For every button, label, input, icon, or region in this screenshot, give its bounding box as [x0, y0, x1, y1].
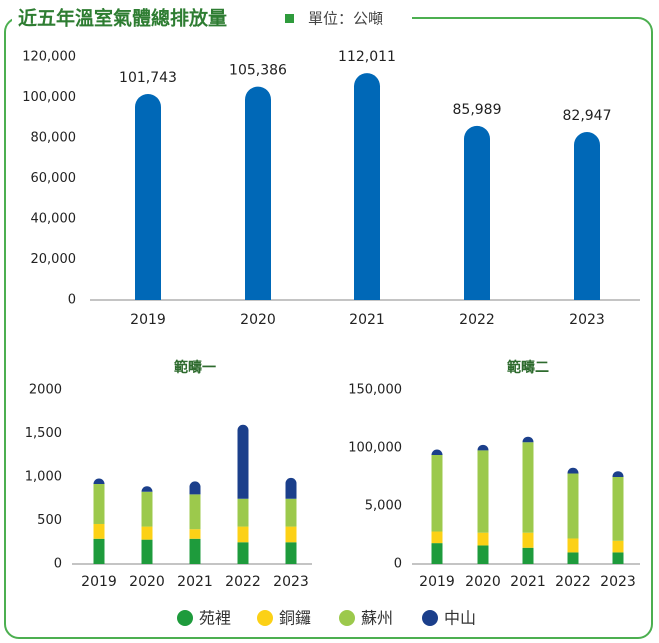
y-tick-label: 80,000: [31, 131, 77, 146]
x-tick-label: 2022: [459, 312, 495, 328]
title-backdrop: [12, 6, 412, 32]
x-tick-label: 2019: [419, 574, 455, 590]
y-tick-label: 1,000: [25, 470, 62, 485]
y-tick-label: 40,000: [31, 212, 77, 227]
legend-marker: [339, 610, 355, 626]
bar-segment: [93, 538, 105, 564]
y-tick-label: 0: [68, 293, 76, 308]
legend-marker: [257, 610, 273, 626]
page-title: 近五年溫室氣體總排放量: [18, 7, 227, 30]
bar-segment: [285, 477, 297, 499]
bar-segment: [237, 526, 249, 543]
bar-segment: [93, 478, 105, 484]
bar-segment: [431, 449, 443, 455]
bar-segment: [612, 552, 624, 564]
bar-segment: [285, 542, 297, 564]
x-tick-label: 2022: [225, 574, 261, 590]
bar-segment: [522, 532, 534, 548]
value-label: 112,011: [338, 49, 396, 65]
bar-segment: [93, 483, 105, 524]
bar-segment: [93, 523, 105, 539]
title-square: [285, 14, 294, 23]
x-tick-label: 2021: [177, 574, 213, 590]
x-tick-label: 2022: [555, 574, 591, 590]
y-tick-label: 2000: [29, 383, 62, 398]
bar-segment: [567, 467, 579, 474]
x-tick-label: 2020: [129, 574, 165, 590]
bar-segment: [141, 526, 153, 540]
legend-marker: [177, 610, 193, 626]
bar-segment: [189, 481, 201, 495]
bar-segment: [141, 491, 153, 527]
value-label: 101,743: [119, 70, 177, 86]
bar: [464, 125, 490, 300]
bar-segment: [237, 542, 249, 564]
bar-segment: [567, 473, 579, 539]
bar-segment: [237, 498, 249, 527]
x-tick-label: 2019: [130, 312, 166, 328]
legend-marker: [422, 610, 438, 626]
x-tick-label: 2021: [510, 574, 546, 590]
bar: [245, 86, 271, 300]
y-tick-label: 100,000: [348, 441, 402, 456]
bar-segment: [285, 526, 297, 543]
bar-segment: [477, 450, 489, 533]
bar-segment: [237, 424, 249, 499]
unit-label: 單位：公噸: [308, 10, 383, 28]
bar: [135, 93, 161, 300]
bar-segment: [477, 532, 489, 546]
bar-segment: [189, 529, 201, 539]
legend-label: 苑裡: [199, 609, 231, 628]
x-tick-label: 2023: [600, 574, 636, 590]
bar-segment: [189, 494, 201, 530]
bar-segment: [612, 471, 624, 477]
bar-segment: [522, 547, 534, 564]
x-tick-label: 2023: [273, 574, 309, 590]
subchart-title: 範疇二: [507, 359, 549, 376]
value-label: 82,947: [563, 108, 612, 124]
bar-segment: [431, 531, 443, 544]
x-tick-label: 2023: [569, 312, 605, 328]
y-tick-label: 0: [54, 557, 62, 572]
value-label: 85,989: [453, 102, 502, 118]
y-tick-label: 100,000: [22, 90, 76, 105]
bar-segment: [567, 538, 579, 553]
x-tick-label: 2020: [240, 312, 276, 328]
y-tick-label: 60,000: [31, 171, 77, 186]
subchart-title: 範疇一: [174, 359, 216, 376]
y-tick-label: 1,500: [25, 426, 62, 441]
y-tick-label: 20,000: [31, 252, 77, 267]
bar-segment: [522, 436, 534, 443]
bar-segment: [612, 540, 624, 553]
value-label: 105,386: [229, 63, 287, 79]
bar-segment: [431, 454, 443, 532]
bar-segment: [477, 545, 489, 564]
y-tick-label: 150,000: [348, 383, 402, 398]
bar-segment: [431, 543, 443, 564]
bar-segment: [189, 538, 201, 564]
legend-label: 銅鑼: [279, 609, 311, 628]
bar-segment: [612, 477, 624, 541]
y-tick-label: 120,000: [22, 50, 76, 65]
x-tick-label: 2020: [465, 574, 501, 590]
bar-segment: [285, 498, 297, 527]
bar-segment: [567, 552, 579, 564]
x-tick-label: 2019: [81, 574, 117, 590]
y-tick-label: 0: [394, 557, 402, 572]
bar: [354, 73, 380, 300]
y-tick-label: 5,000: [365, 499, 402, 514]
x-tick-label: 2021: [349, 312, 385, 328]
legend-label: 蘇州: [361, 609, 393, 628]
bar-segment: [141, 486, 153, 492]
bar-segment: [477, 444, 489, 451]
bar-segment: [522, 442, 534, 533]
bar-segment: [141, 539, 153, 564]
bar: [574, 132, 600, 300]
y-tick-label: 500: [37, 513, 62, 528]
legend-label: 中山: [444, 609, 476, 628]
